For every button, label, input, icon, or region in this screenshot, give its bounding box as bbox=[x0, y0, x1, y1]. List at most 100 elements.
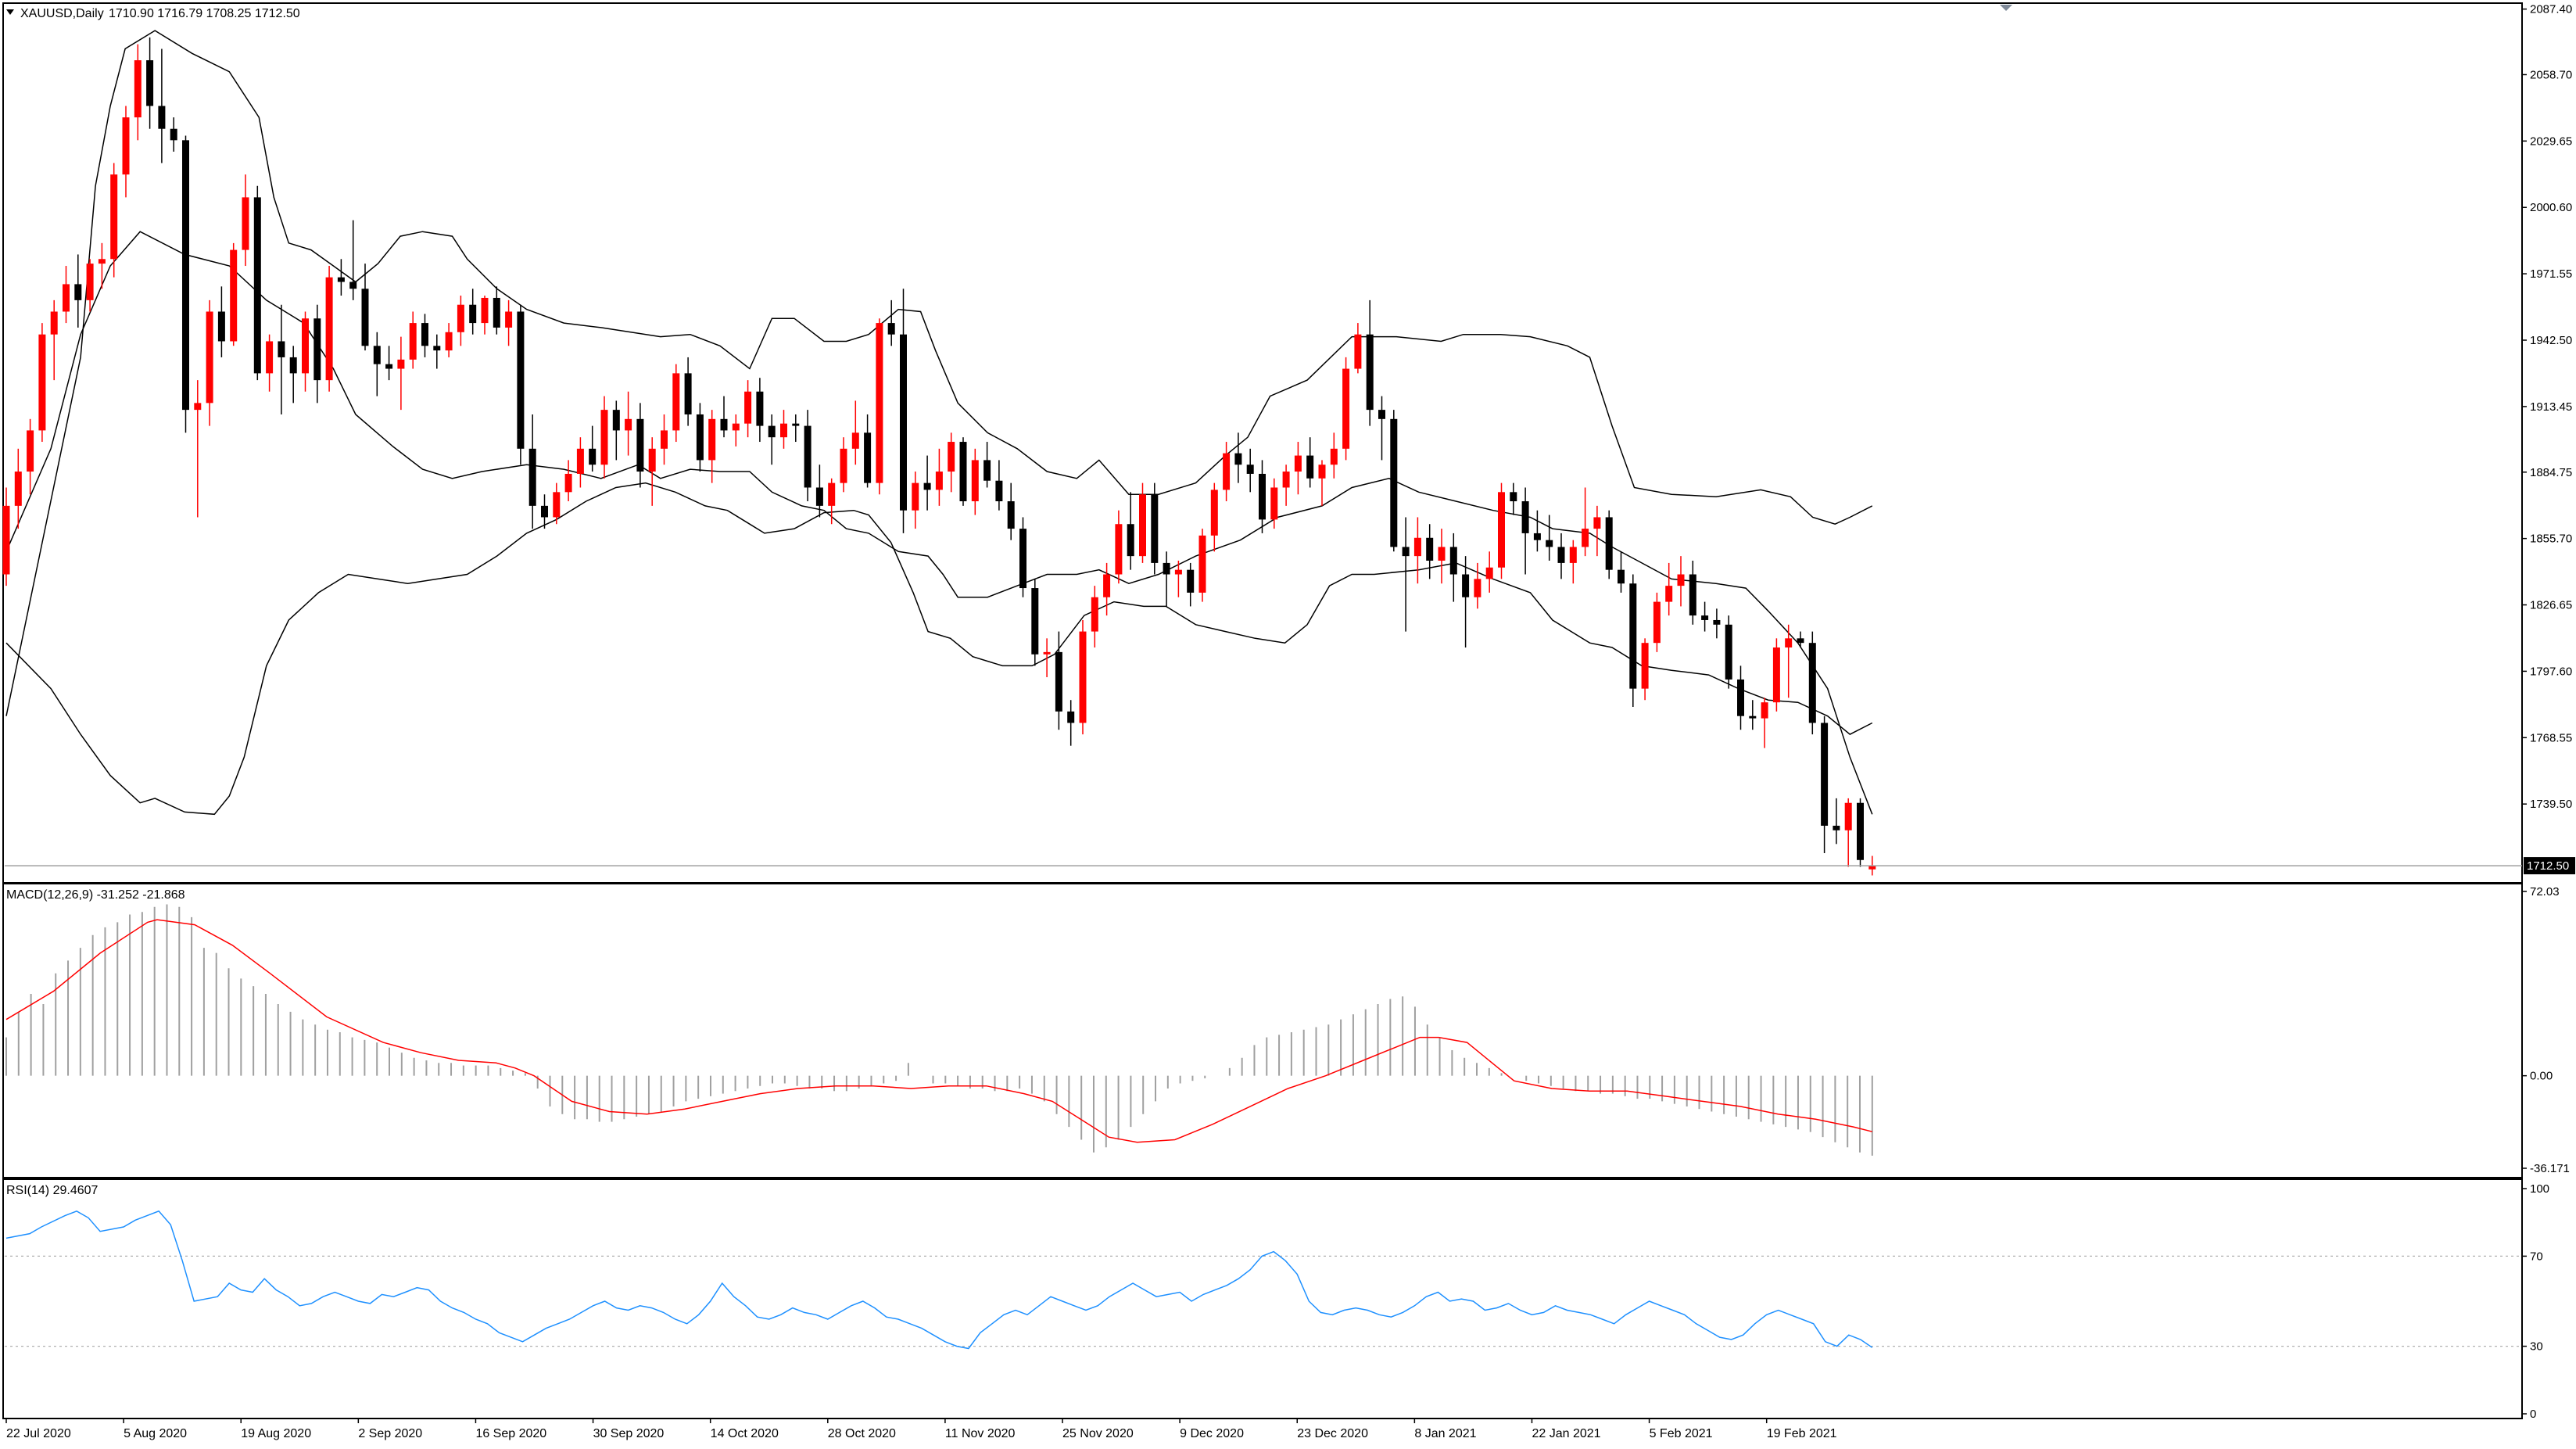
price-axis-label: 2087.40 bbox=[2530, 3, 2572, 16]
price-axis-label: 2029.65 bbox=[2530, 134, 2572, 148]
date-axis-label: 30 Sep 2020 bbox=[593, 1427, 665, 1440]
macd-signal-line bbox=[5, 919, 1872, 1143]
date-axis-label: 22 Jan 2021 bbox=[1532, 1427, 1600, 1440]
candle-body bbox=[1785, 638, 1793, 648]
panel-menu-icon[interactable] bbox=[6, 9, 14, 15]
candle-body bbox=[672, 373, 680, 431]
candle-body bbox=[1259, 473, 1266, 520]
candle-body bbox=[1701, 615, 1709, 620]
candle-body bbox=[1103, 574, 1111, 597]
candle-body bbox=[1187, 569, 1195, 593]
candle-body bbox=[720, 418, 728, 431]
macd-label: MACD(12,26,9) -31.252 -21.868 bbox=[6, 888, 185, 902]
candle-body bbox=[828, 482, 836, 506]
candle-body bbox=[1127, 524, 1134, 557]
candle-body bbox=[217, 311, 225, 342]
candle-body bbox=[1797, 638, 1804, 644]
macd-axis-label: -36.171 bbox=[2530, 1162, 2570, 1175]
candle-body bbox=[900, 334, 907, 511]
candle-body bbox=[1510, 492, 1517, 502]
candle-body bbox=[756, 391, 764, 426]
candle-body bbox=[1223, 453, 1231, 490]
candle-body bbox=[553, 492, 561, 518]
candle-body bbox=[1749, 716, 1757, 719]
date-axis-label: 25 Nov 2020 bbox=[1062, 1427, 1134, 1440]
macd-panel-frame bbox=[2, 883, 2523, 1178]
candle-body bbox=[1007, 501, 1015, 529]
candle-body bbox=[1689, 574, 1696, 616]
candle-body bbox=[1449, 547, 1457, 575]
candle-body bbox=[50, 311, 58, 335]
price-axis-label: 1971.55 bbox=[2530, 267, 2572, 281]
rsi-panel: RSI(14) 29.4607 100 70 30 0 bbox=[2, 1178, 2549, 1421]
candle-body bbox=[661, 430, 668, 449]
candle-body bbox=[1857, 802, 1864, 860]
candle-body bbox=[1413, 537, 1421, 557]
candle-body bbox=[792, 423, 800, 426]
price-axis-label: 1768.55 bbox=[2530, 731, 2572, 744]
candle-body bbox=[14, 472, 22, 506]
candle-body bbox=[27, 430, 34, 472]
price-axis-label: 1942.50 bbox=[2530, 334, 2572, 347]
candle-body bbox=[1772, 647, 1780, 703]
candle-body bbox=[1115, 524, 1123, 575]
candle-body bbox=[1629, 583, 1637, 689]
candle-body bbox=[1390, 418, 1398, 547]
candle-body bbox=[744, 391, 752, 424]
candle-body bbox=[1234, 453, 1242, 465]
candle-body bbox=[1438, 547, 1446, 561]
candle-body bbox=[528, 448, 536, 506]
candle-body bbox=[541, 505, 548, 518]
candle-body bbox=[876, 323, 883, 483]
candle-body bbox=[146, 60, 154, 106]
candle-body bbox=[517, 311, 525, 449]
candle-body bbox=[1808, 643, 1816, 723]
candle-body bbox=[1833, 825, 1840, 830]
candle-body bbox=[493, 297, 500, 328]
candle-body bbox=[1498, 492, 1505, 568]
bollinger-lower-line bbox=[5, 482, 1873, 816]
candle-body bbox=[505, 311, 513, 328]
candle-body bbox=[469, 304, 477, 324]
bollinger-upper-line bbox=[5, 30, 1873, 716]
price-panel: XAUUSD,Daily 1710.90 1716.79 1708.25 171… bbox=[2, 2, 2575, 884]
candle-body bbox=[302, 318, 309, 374]
candle-body bbox=[1821, 723, 1829, 826]
candle-body bbox=[935, 472, 943, 490]
candle-body bbox=[1618, 569, 1625, 584]
candle-body bbox=[684, 373, 692, 414]
date-axis-label: 2 Sep 2020 bbox=[358, 1427, 422, 1440]
candle-body bbox=[385, 364, 393, 369]
candle-body bbox=[182, 140, 189, 411]
ohlc-readout: 1710.90 1716.79 1708.25 1712.50 bbox=[109, 7, 300, 20]
price-axis-label: 2000.60 bbox=[2530, 201, 2572, 214]
candle-body bbox=[732, 423, 740, 431]
macd-panel: MACD(12,26,9) -31.252 -21.868 72.03 0.00 -… bbox=[2, 883, 2570, 1178]
candle-body bbox=[1546, 540, 1553, 547]
candle-body bbox=[648, 448, 656, 472]
candle-body bbox=[1139, 494, 1146, 557]
date-axis-label: 28 Oct 2020 bbox=[828, 1427, 896, 1440]
candle-body bbox=[409, 323, 417, 360]
candle-body bbox=[38, 334, 46, 431]
candle-body bbox=[708, 418, 716, 461]
candle-body bbox=[110, 174, 118, 260]
candle-body bbox=[457, 304, 464, 332]
date-axis-label: 22 Jul 2020 bbox=[6, 1427, 71, 1440]
chart-shift-marker[interactable] bbox=[2000, 5, 2012, 11]
candle-body bbox=[1761, 702, 1768, 719]
candle-body bbox=[696, 414, 704, 461]
rsi-axis-label: 30 bbox=[2530, 1340, 2543, 1354]
candle-body bbox=[266, 341, 274, 374]
candle-body bbox=[589, 448, 597, 465]
candle-body bbox=[158, 106, 166, 129]
candle-body bbox=[1533, 533, 1541, 540]
candle-body bbox=[864, 432, 872, 483]
candle-body bbox=[289, 357, 297, 374]
candle-body bbox=[86, 264, 94, 300]
candle-body bbox=[433, 346, 441, 351]
rsi-axis-label: 0 bbox=[2530, 1408, 2536, 1421]
rsi-axis-label: 70 bbox=[2530, 1250, 2543, 1263]
candle-body bbox=[600, 410, 608, 465]
